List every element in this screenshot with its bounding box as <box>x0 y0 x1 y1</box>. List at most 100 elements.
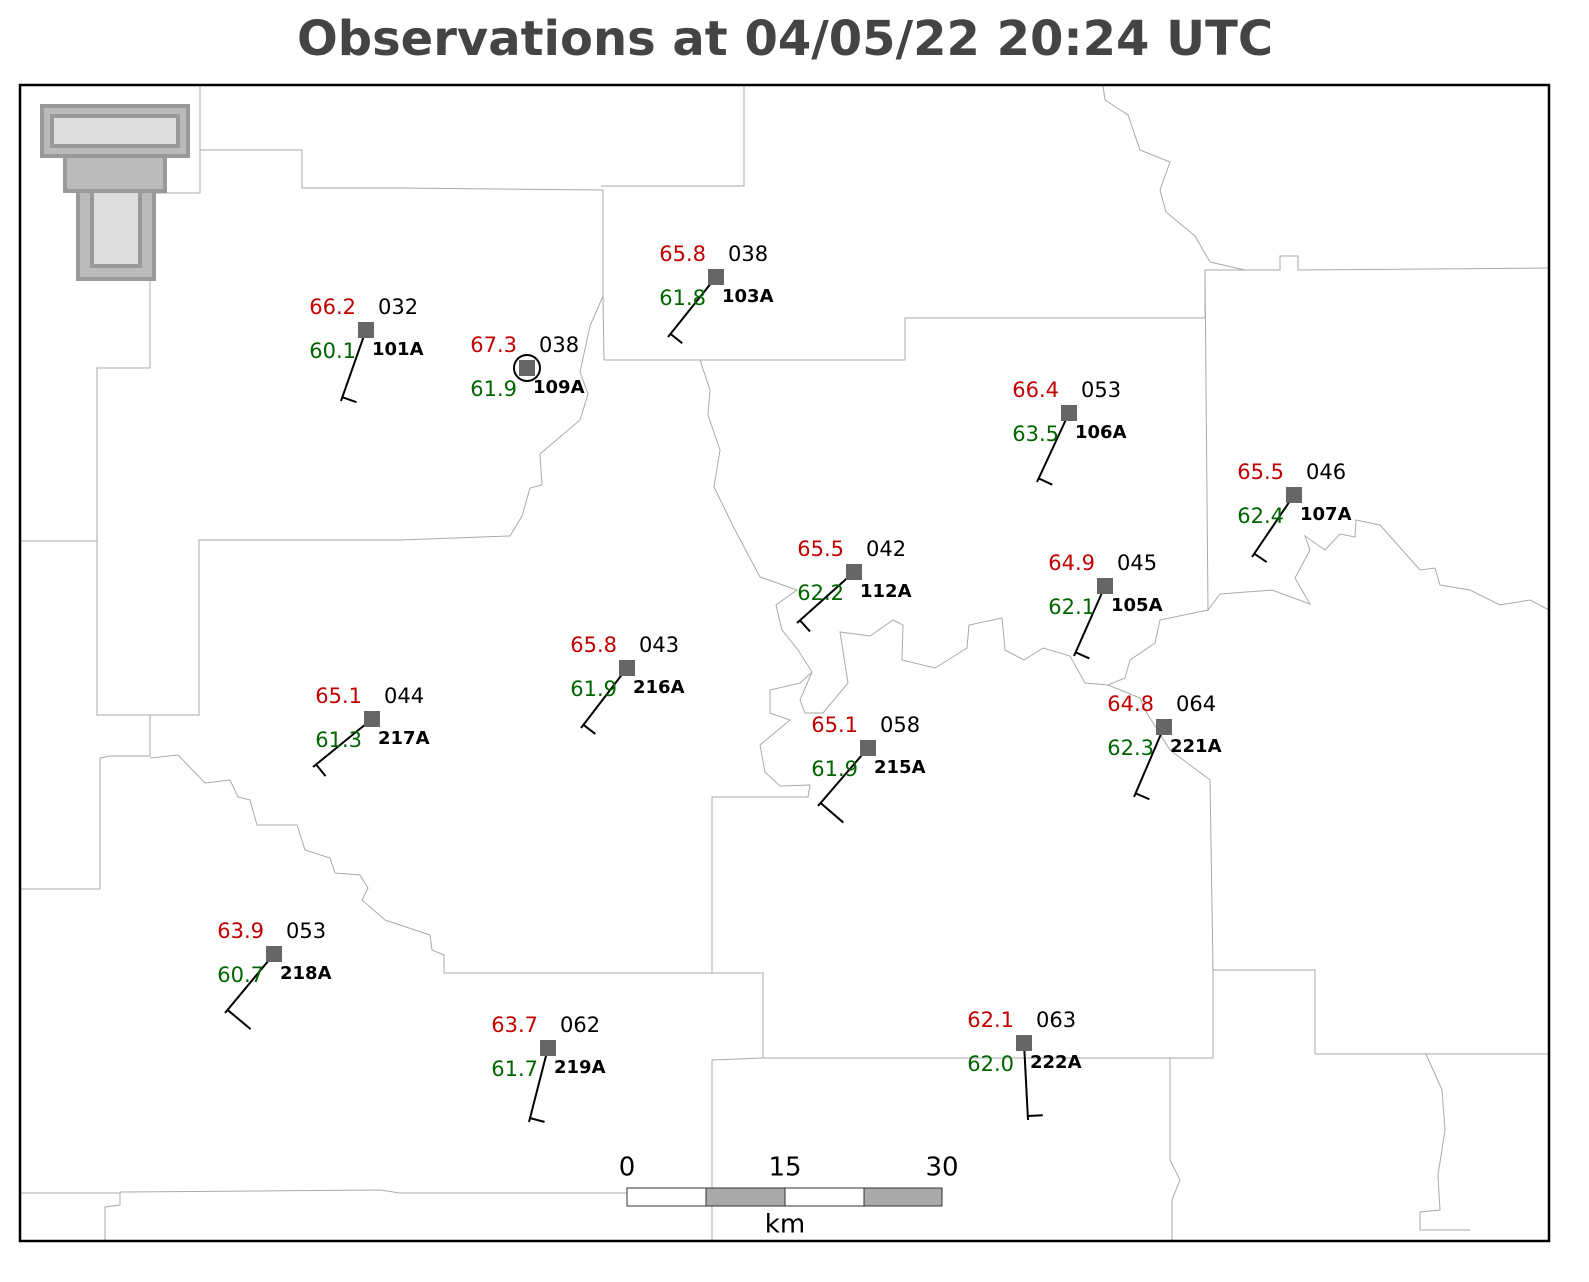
wind-barb-flag <box>529 1117 545 1123</box>
wind-barb-flag <box>819 802 844 824</box>
station-id: 215A <box>874 757 926 778</box>
station-id: 222A <box>1030 1052 1082 1073</box>
wind-barb-flag <box>582 724 596 735</box>
wind-barb <box>528 1047 549 1123</box>
wind-barb <box>1133 726 1165 798</box>
station-marker <box>1156 719 1172 735</box>
wind-barb <box>1023 1042 1029 1121</box>
station-id: 109A <box>533 377 585 398</box>
dewpoint: 63.5 <box>1012 422 1059 446</box>
station-id: 103A <box>722 286 774 307</box>
scale-tick-label: 15 <box>768 1153 801 1183</box>
temperature: 65.8 <box>659 242 706 266</box>
station-id: 218A <box>280 963 332 984</box>
station-id: 106A <box>1075 422 1127 443</box>
station-marker <box>540 1040 556 1056</box>
pressure: 045 <box>1117 551 1157 575</box>
wind-barb <box>1251 494 1295 558</box>
pressure: 064 <box>1176 692 1216 716</box>
wind-barb-flag <box>1027 1114 1043 1118</box>
station-marker <box>846 564 862 580</box>
station-id: 217A <box>378 728 430 749</box>
dewpoint: 61.9 <box>570 677 617 701</box>
station-id: 107A <box>1300 504 1352 525</box>
pressure: 058 <box>880 713 920 737</box>
scale-tick-label: 0 <box>619 1153 636 1183</box>
wind-barb <box>1036 412 1070 483</box>
station-marker <box>1016 1035 1032 1051</box>
station-id: 105A <box>1111 595 1163 616</box>
wind-barb-flag <box>799 619 811 633</box>
station-id: 216A <box>633 677 685 698</box>
station-marker <box>266 946 282 962</box>
station-id: 101A <box>372 339 424 360</box>
wind-barb-flag <box>315 763 327 777</box>
dewpoint: 62.2 <box>797 581 844 605</box>
scale-unit: km <box>765 1210 805 1240</box>
wind-barb-flag <box>669 333 683 345</box>
temperature: 62.1 <box>967 1008 1014 1032</box>
pressure: 043 <box>639 633 679 657</box>
wind-barb-flag <box>1075 651 1090 660</box>
temperature: 65.5 <box>1237 460 1284 484</box>
stations: 66.2 032 60.1 101A 67.3 038 61.9 109A 65.8 038 61.… <box>217 242 1352 1123</box>
station-marker <box>619 660 635 676</box>
pressure: 053 <box>286 919 326 943</box>
pressure: 032 <box>378 295 418 319</box>
temperature: 63.7 <box>491 1013 538 1037</box>
dewpoint: 62.0 <box>967 1052 1014 1076</box>
wind-barb-flag <box>1135 792 1150 801</box>
station-marker <box>358 322 374 338</box>
temperature: 66.4 <box>1012 378 1059 402</box>
wind-barb <box>667 276 717 338</box>
temperature: 65.1 <box>315 684 362 708</box>
dewpoint: 61.9 <box>470 377 517 401</box>
temperature: 65.1 <box>811 713 858 737</box>
dewpoint: 62.1 <box>1048 595 1095 619</box>
station-marker <box>519 360 535 376</box>
temperature: 63.9 <box>217 919 264 943</box>
scale-bar: 0 15 30 km <box>619 1153 959 1240</box>
wind-barb <box>817 747 869 807</box>
map-title: Observations at 04/05/22 20:24 UTC <box>297 11 1273 67</box>
station-marker <box>1097 578 1113 594</box>
station-marker <box>708 269 724 285</box>
wind-barb-flag <box>1253 552 1268 563</box>
station-marker <box>860 740 876 756</box>
wind-barb <box>580 667 628 729</box>
dewpoint: 61.3 <box>315 728 362 752</box>
dewpoint: 60.7 <box>217 963 264 987</box>
calm-circle <box>513 354 541 382</box>
station-id: 112A <box>860 581 912 602</box>
temperature: 65.8 <box>570 633 617 657</box>
station-marker <box>1286 487 1302 503</box>
station-marker <box>1061 405 1077 421</box>
pressure: 038 <box>539 333 579 357</box>
temperature: 67.3 <box>470 333 517 357</box>
pressure: 053 <box>1081 378 1121 402</box>
station-id: 219A <box>554 1057 606 1078</box>
wind-barb-flag <box>226 1009 252 1030</box>
dewpoint: 61.9 <box>811 757 858 781</box>
pressure: 046 <box>1306 460 1346 484</box>
wind-barb <box>224 953 275 1014</box>
temperature: 66.2 <box>309 295 356 319</box>
map-frame <box>18 83 1551 1243</box>
dewpoint: 61.7 <box>491 1057 538 1081</box>
logo <box>40 104 190 281</box>
wind-barb <box>796 571 855 624</box>
pressure: 044 <box>384 684 424 708</box>
county-borders <box>20 85 1550 1241</box>
dewpoint: 62.4 <box>1237 504 1284 528</box>
dewpoint: 62.3 <box>1107 736 1154 760</box>
station-id: 221A <box>1170 736 1222 757</box>
wind-barb <box>1073 585 1106 657</box>
pressure: 042 <box>866 537 906 561</box>
station-marker <box>364 711 380 727</box>
temperature: 64.8 <box>1107 692 1154 716</box>
temperature: 64.9 <box>1048 551 1095 575</box>
scale-tick-label: 30 <box>925 1153 958 1183</box>
wind-barb <box>312 718 373 768</box>
pressure: 062 <box>560 1013 600 1037</box>
dewpoint: 61.8 <box>659 286 706 310</box>
